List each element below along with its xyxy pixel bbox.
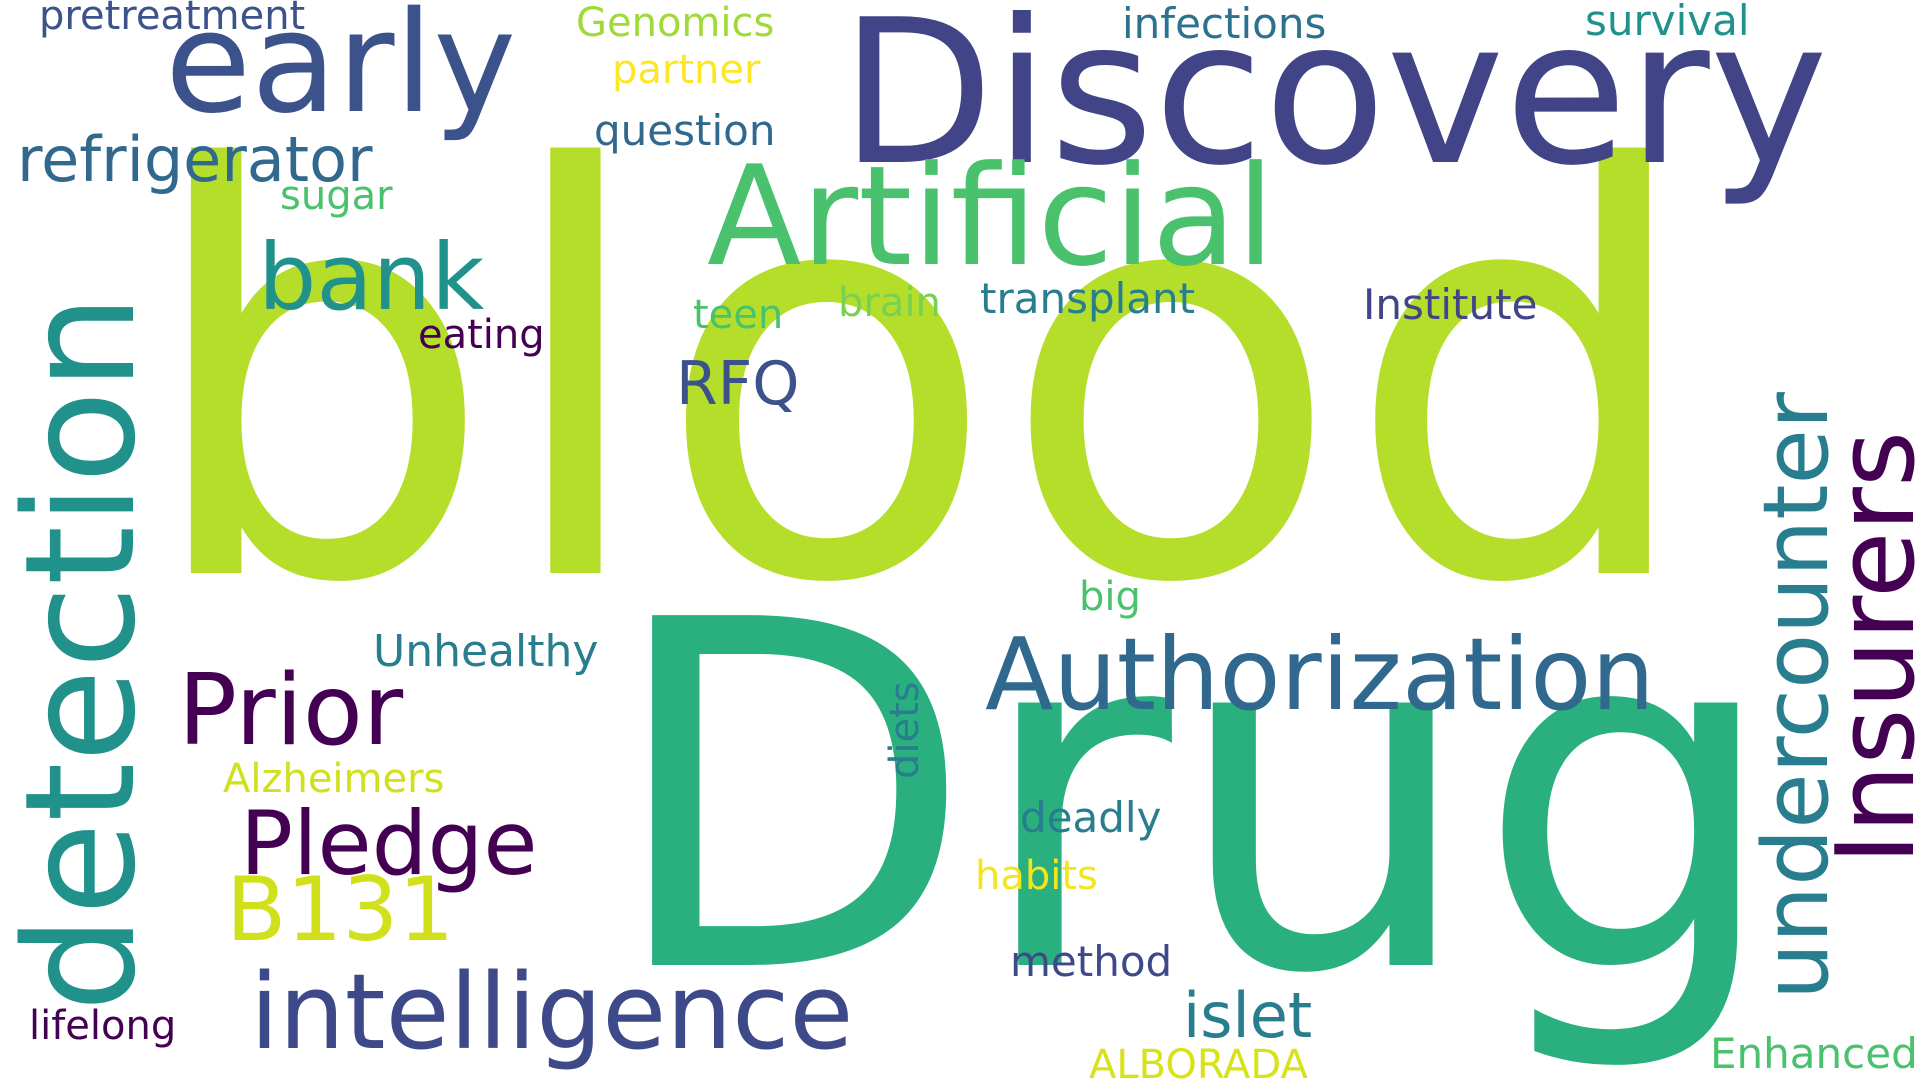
word-pledge: Pledge	[240, 792, 538, 895]
word-deadly: deadly	[1020, 793, 1162, 842]
word-artificial: Artificial	[707, 136, 1275, 297]
word-sugar: sugar	[280, 173, 393, 219]
word-lifelong: lifelong	[29, 1003, 177, 1049]
word-transplant: transplant	[980, 274, 1196, 323]
word-b131: B131	[226, 858, 455, 961]
word-blood: blood	[140, 54, 1702, 706]
word-detection: detection	[0, 294, 169, 1012]
word-diets: diets	[882, 681, 928, 779]
word-enhanced: Enhanced	[1710, 1029, 1918, 1078]
word-partner: partner	[612, 47, 761, 93]
word-bank: bank	[258, 224, 485, 331]
word-institute: Institute	[1363, 280, 1538, 329]
word-genomics: Genomics	[576, 0, 775, 46]
word-survival: survival	[1585, 0, 1750, 45]
word-intelligence: intelligence	[250, 951, 854, 1073]
word-rfq: RFQ	[676, 349, 800, 419]
word-prior: Prior	[178, 654, 404, 768]
word-refrigerator: refrigerator	[17, 123, 373, 196]
word-pretreatment: pretreatment	[39, 0, 306, 39]
word-teen: teen	[693, 292, 784, 338]
word-habits: habits	[975, 853, 1098, 899]
word-islet: islet	[1183, 979, 1313, 1052]
word-brain: brain	[838, 280, 941, 326]
word-infections: infections	[1122, 0, 1327, 48]
word-question: question	[594, 106, 776, 155]
word-unhealthy: Unhealthy	[373, 626, 599, 677]
word-drug: Drug	[605, 520, 1781, 1079]
word-eating: eating	[418, 312, 545, 358]
word-undercounter: undercounter	[1744, 392, 1849, 1000]
word-authorization: Authorization	[985, 616, 1655, 733]
word-alzheimers: Alzheimers	[223, 756, 445, 802]
word-discovery: Discovery	[840, 0, 1829, 210]
word-alborada: ALBORADA	[1089, 1042, 1308, 1080]
word-early: early	[165, 0, 517, 145]
word-big: big	[1079, 574, 1141, 620]
word-method: method	[1010, 937, 1173, 986]
